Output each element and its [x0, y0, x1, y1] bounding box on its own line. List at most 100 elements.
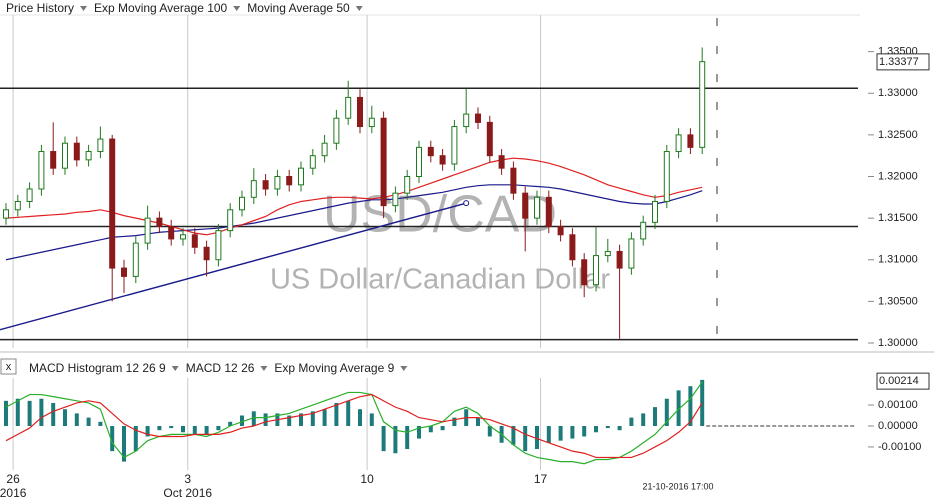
watermark: USD/CAD	[323, 186, 557, 244]
histogram-bar	[287, 415, 292, 426]
legend-item[interactable]: Exp Moving Average 100	[94, 1, 228, 15]
candle-body	[593, 255, 599, 286]
candle-body	[85, 151, 92, 161]
candle-body	[357, 96, 363, 128]
y-tick-label: -0.00100	[878, 441, 921, 453]
candle-body	[3, 209, 9, 219]
candle-body	[534, 196, 540, 219]
candle-body	[416, 146, 422, 178]
candle-body	[309, 155, 316, 169]
x-tick-label: 3	[184, 472, 191, 486]
candle-body	[239, 196, 245, 211]
x-tick-label: 10	[360, 472, 374, 486]
histogram-bar	[393, 425, 398, 454]
candle-body	[392, 192, 399, 207]
legend-item[interactable]: Price History	[6, 1, 74, 15]
candle-body	[663, 151, 670, 202]
histogram-bar	[263, 413, 268, 426]
histogram-bar	[582, 425, 587, 437]
histogram-bar	[452, 417, 457, 426]
candle-body	[168, 225, 175, 240]
candle-body	[451, 126, 458, 165]
histogram-bar	[110, 425, 115, 452]
y-tick-label: 1.32000	[878, 170, 918, 182]
histogram-bar	[204, 425, 209, 435]
candle-body	[557, 225, 564, 236]
legend-dropdown[interactable]	[80, 6, 88, 11]
macd-line	[5, 393, 703, 459]
x-tick-sublabel: Oct 2016	[163, 486, 212, 500]
legend-dropdown[interactable]	[400, 366, 408, 371]
histogram-bar	[487, 425, 492, 437]
histogram-bar	[251, 411, 256, 426]
histogram-bar	[605, 425, 610, 429]
histogram-bar	[641, 413, 646, 426]
histogram-bar	[322, 409, 327, 426]
candle-body	[569, 234, 576, 261]
histogram-bar	[570, 425, 575, 439]
histogram-bar	[228, 421, 233, 426]
candle-body	[286, 176, 293, 186]
x-tick-label: 17	[534, 472, 548, 486]
candle-body	[132, 242, 139, 277]
candle-body	[144, 217, 151, 244]
histogram-bar	[346, 400, 351, 426]
candle-body	[486, 121, 493, 157]
close-icon[interactable]: x	[6, 361, 12, 373]
legend-dropdown[interactable]	[171, 366, 179, 371]
histogram-bar	[216, 425, 221, 431]
candle-body	[475, 113, 481, 123]
legend-item[interactable]: Moving Average 50	[247, 1, 350, 15]
overlay-line	[5, 157, 703, 236]
histogram-bar	[240, 415, 244, 426]
histogram-bar	[617, 425, 622, 431]
candle-body	[50, 151, 57, 169]
candle-body	[675, 134, 682, 153]
legend-item[interactable]: MACD Histogram 12 26 9	[29, 361, 166, 375]
candle-body	[604, 250, 611, 257]
histogram-bar	[629, 417, 634, 426]
candle-body	[404, 176, 411, 194]
candle-body	[510, 167, 517, 194]
candle-body	[498, 155, 505, 169]
legend-dropdown[interactable]	[355, 6, 363, 11]
candle-body	[687, 134, 694, 148]
histogram-bar	[546, 425, 551, 443]
histogram-bar	[676, 390, 681, 426]
y-tick-label: 0.00100	[878, 399, 918, 411]
overlay-line	[5, 184, 703, 261]
candle-body	[26, 188, 33, 202]
candle-body	[156, 217, 163, 227]
candle-body	[203, 246, 210, 261]
candle-body	[439, 155, 446, 165]
histogram-bar	[653, 407, 657, 426]
histogram-bar	[310, 411, 315, 426]
watermark-subtitle: US Dollar/Canadian Dollar	[270, 264, 610, 296]
candle-body	[321, 142, 328, 157]
legend-item[interactable]: Exp Moving Average 9	[274, 361, 394, 375]
histogram-bar	[122, 425, 126, 462]
legend-item[interactable]: MACD 12 26	[186, 361, 255, 375]
legend-dropdown[interactable]	[260, 366, 268, 371]
y-tick-label: 1.31000	[878, 254, 918, 266]
candle-body	[62, 142, 68, 169]
candle-body	[463, 113, 470, 128]
histogram-bar	[74, 413, 79, 426]
candle-body	[97, 138, 104, 153]
candle-body	[628, 238, 635, 269]
y-tick-label: 1.31500	[878, 212, 918, 224]
candle-body	[545, 196, 552, 227]
y-tick-label: 1.30000	[878, 337, 918, 349]
histogram-bar	[381, 425, 386, 452]
histogram-bar	[4, 400, 8, 426]
candle-body	[180, 234, 186, 240]
histogram-bar	[369, 413, 374, 426]
histogram-bar	[523, 425, 528, 452]
legend-dropdown[interactable]	[233, 6, 241, 11]
histogram-bar	[358, 409, 362, 426]
close-button[interactable]	[0, 358, 17, 375]
histogram-bar	[63, 409, 67, 426]
